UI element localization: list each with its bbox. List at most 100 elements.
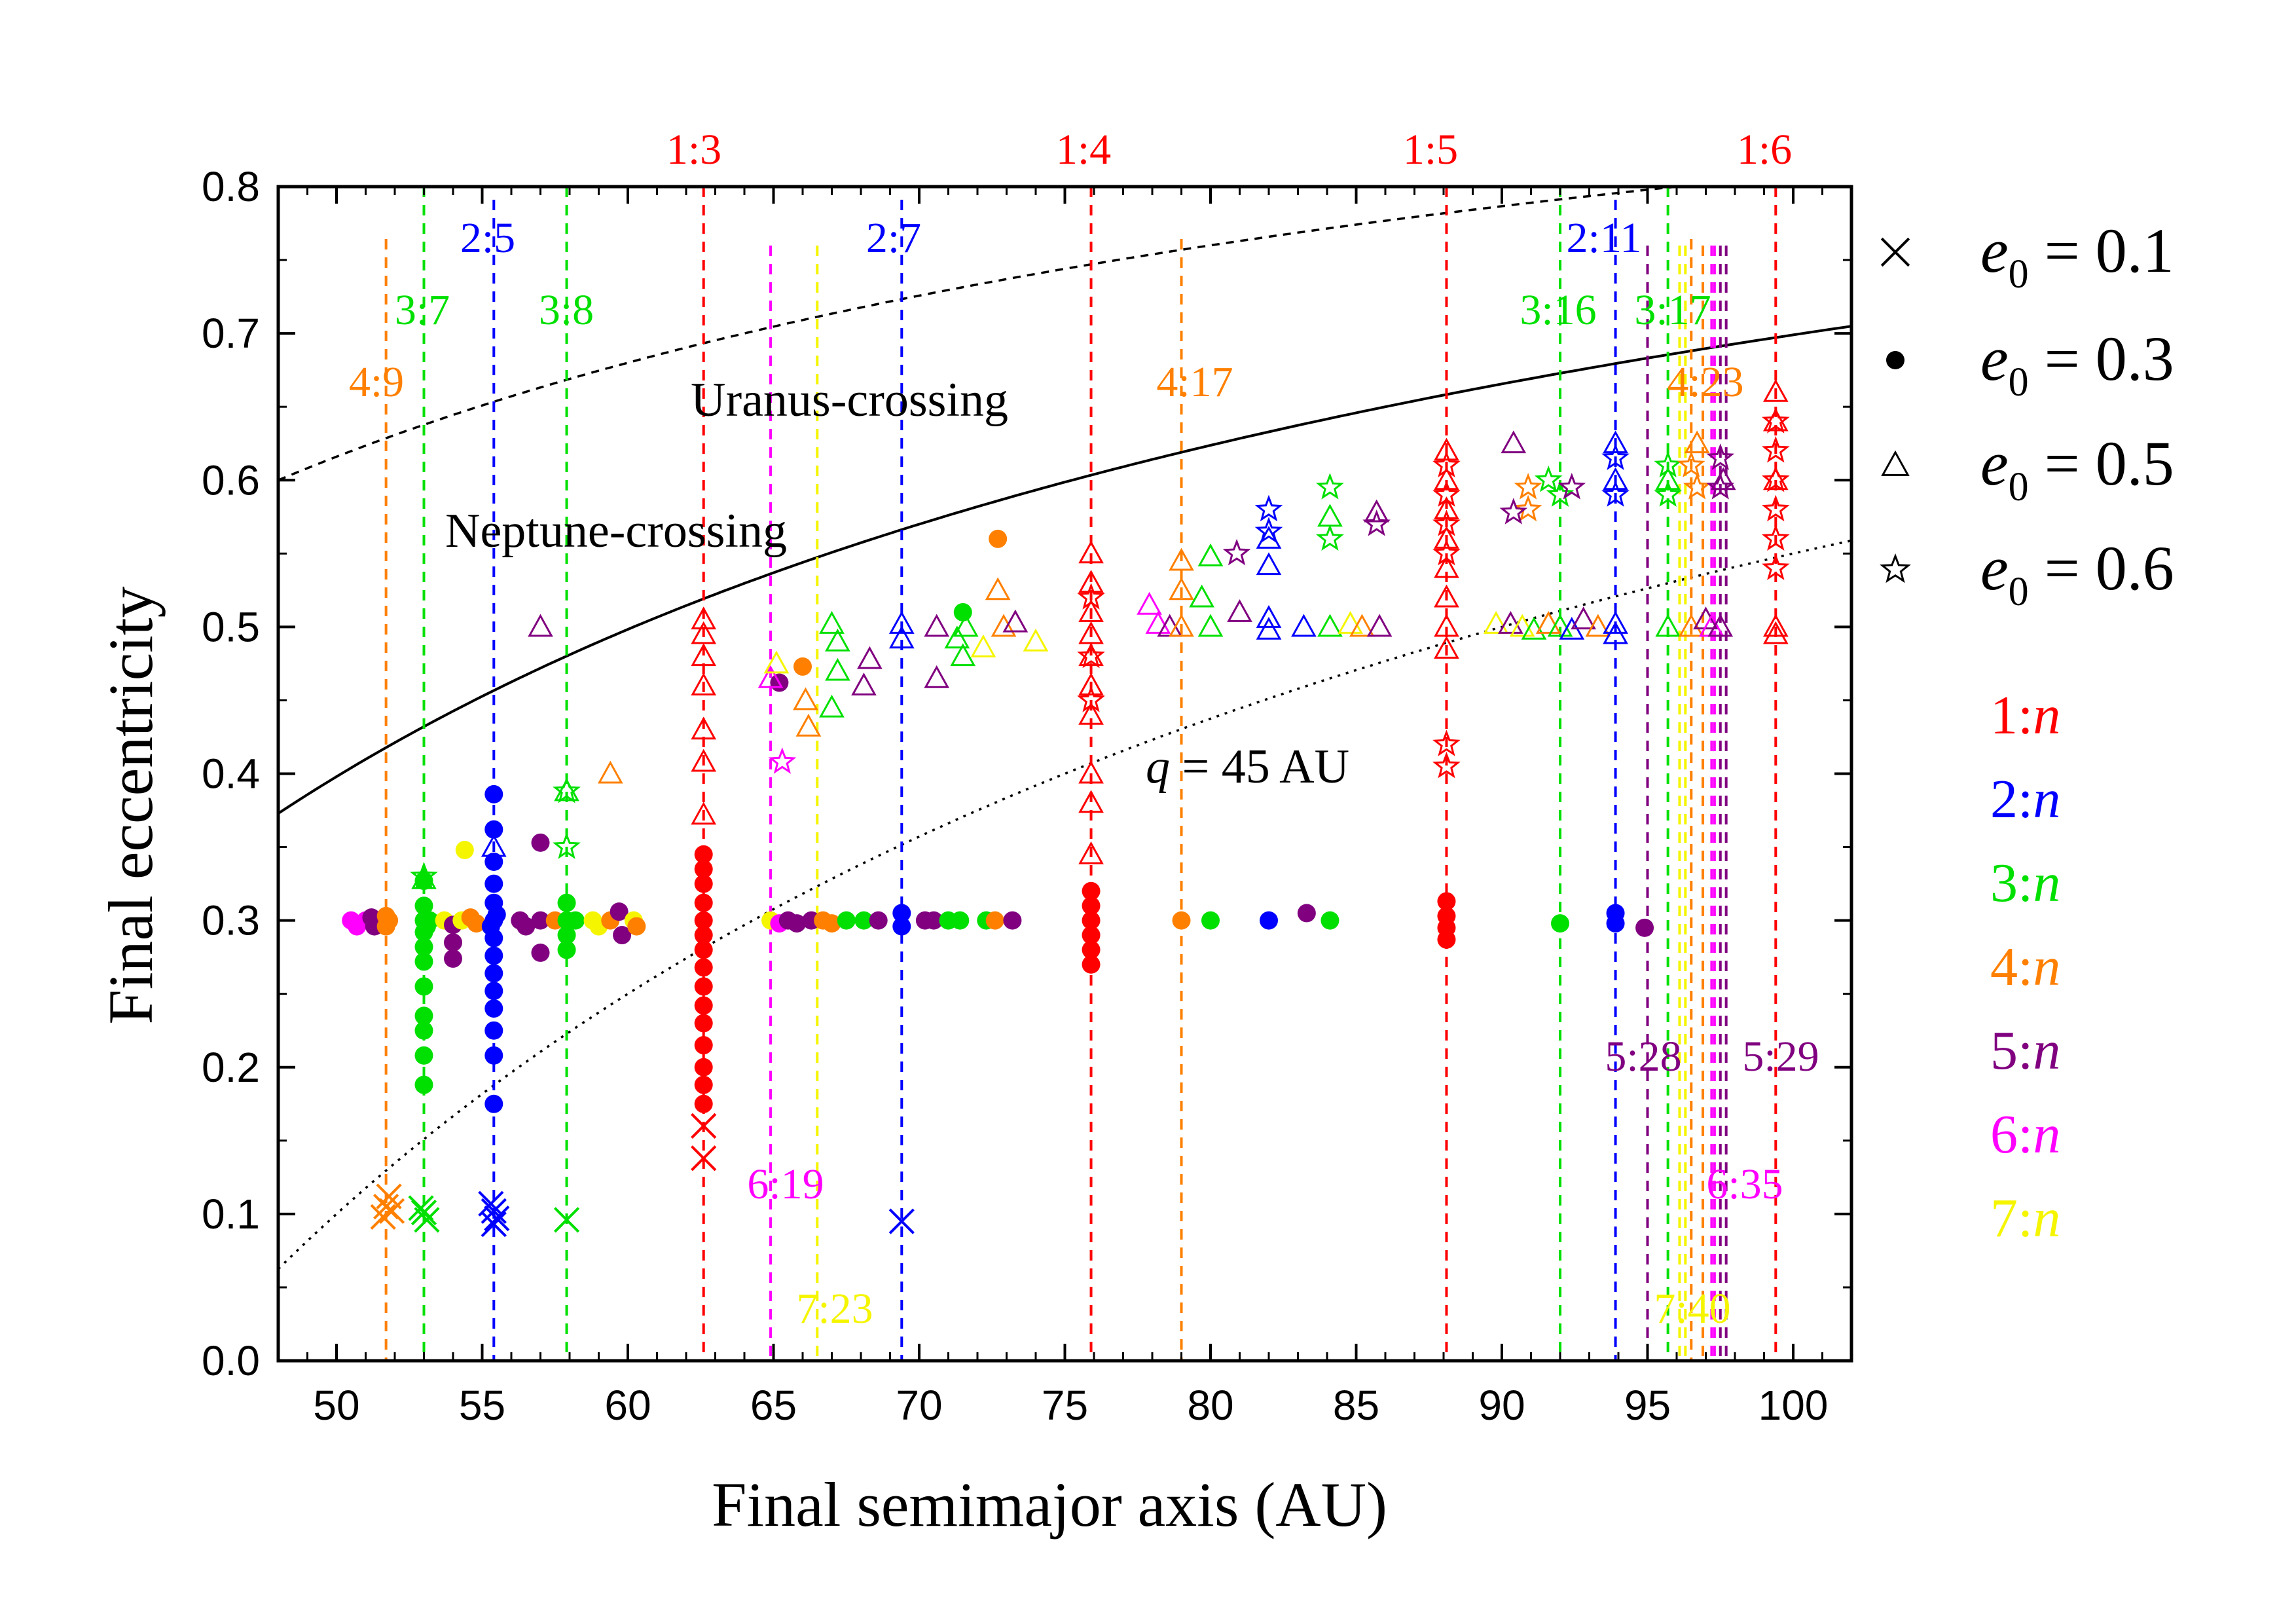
point-star xyxy=(1761,465,1790,492)
x-axis-title: Final semimajor axis (AU) xyxy=(712,1469,1387,1540)
point-dot xyxy=(484,1021,503,1040)
point-triangle xyxy=(1535,611,1561,634)
y-tick-label: 0.1 xyxy=(202,1190,260,1238)
point-dot xyxy=(484,1094,503,1113)
point-triangle xyxy=(1169,614,1194,637)
point-star xyxy=(1761,553,1790,580)
point-triangle xyxy=(1078,643,1104,667)
point-dot xyxy=(1082,911,1101,930)
point-star xyxy=(1432,509,1461,536)
x-tick-label: 50 xyxy=(313,1382,359,1429)
point-triangle xyxy=(1197,614,1224,637)
point-dot xyxy=(613,926,632,945)
legend-marker-label: e0 = 0.3 xyxy=(1980,323,2174,405)
point-dot xyxy=(484,874,503,893)
legend-family-4: 4:n xyxy=(1990,936,2060,997)
point-triangle xyxy=(1364,499,1389,523)
legend-var: e xyxy=(1980,215,2009,286)
point-triangle xyxy=(1197,543,1224,566)
point-dot xyxy=(985,911,1004,930)
point-dot xyxy=(694,911,713,930)
point-dot xyxy=(1082,926,1101,945)
point-cross xyxy=(553,1207,580,1233)
legend-family-prefix: 7: xyxy=(1990,1188,2033,1249)
legend-family-n: n xyxy=(2033,685,2060,746)
point-triangle xyxy=(1434,584,1459,608)
point-dot xyxy=(414,896,433,915)
point-triangle xyxy=(691,748,717,772)
point-triangle xyxy=(1078,570,1104,593)
legend-family-prefix: 2: xyxy=(1990,769,2033,830)
point-dot xyxy=(694,940,713,959)
resonance-label-6-35: 6:35 xyxy=(1706,1160,1783,1208)
resonance-label-1-4: 1:4 xyxy=(1056,126,1111,174)
point-triangle xyxy=(1169,547,1194,571)
point-star xyxy=(1432,729,1461,756)
point-triangle xyxy=(1655,614,1681,637)
point-triangle xyxy=(1434,437,1459,461)
legend-resonance-families: 1:n2:n3:n4:n5:n6:n7:n xyxy=(1990,685,2060,1249)
crossing-curves xyxy=(277,185,1852,1270)
point-star xyxy=(1077,641,1105,669)
point-dot xyxy=(414,937,433,956)
point-triangle xyxy=(691,716,717,740)
point-cross-stroke xyxy=(484,1205,510,1232)
point-triangle xyxy=(819,694,845,718)
point-triangle xyxy=(1762,408,1789,432)
point-star xyxy=(1654,480,1683,507)
point-triangle xyxy=(1023,628,1049,652)
resonance-label-2-7: 2:7 xyxy=(866,214,921,262)
point-dot xyxy=(1437,930,1456,949)
point-triangle xyxy=(991,614,1017,637)
curve-label-neptune: Neptune-crossing xyxy=(445,504,787,558)
point-star xyxy=(1601,480,1630,507)
point-cross-stroke xyxy=(691,1113,717,1139)
point-dot xyxy=(484,820,503,839)
point-dot xyxy=(531,833,550,852)
point-triangle xyxy=(924,614,950,637)
point-star xyxy=(410,861,438,889)
legend-marker-types: e0 = 0.1e0 = 0.3e0 = 0.5e0 = 0.6 xyxy=(1880,215,2174,614)
legend-marker-dot xyxy=(1886,351,1904,369)
point-triangle xyxy=(1317,504,1343,527)
point-triangle xyxy=(985,577,1011,600)
point-triangle xyxy=(795,713,822,737)
point-dot xyxy=(1606,914,1625,933)
point-triangle xyxy=(1317,614,1343,637)
point-dot xyxy=(1201,911,1220,930)
point-dot xyxy=(694,958,713,977)
point-dot xyxy=(837,911,856,930)
point-dot xyxy=(1003,911,1022,930)
resonance-label-2-11: 2:11 xyxy=(1567,214,1642,262)
point-cross xyxy=(378,1198,405,1225)
point-triangle xyxy=(554,778,579,802)
point-triangle xyxy=(1256,552,1282,576)
point-triangle xyxy=(691,802,717,825)
point-star xyxy=(1601,443,1630,470)
y-tick-label: 0.2 xyxy=(202,1044,260,1091)
point-triangle xyxy=(691,673,717,695)
x-tick-label: 90 xyxy=(1478,1382,1525,1429)
point-dot xyxy=(1172,911,1191,930)
legend-family-6: 6:n xyxy=(1990,1104,2060,1165)
q-value: = 45 AU xyxy=(1170,740,1349,794)
resonance-label-3-17: 3:17 xyxy=(1634,286,1711,334)
legend-marker-label: e0 = 0.1 xyxy=(1980,215,2174,297)
point-triangle xyxy=(1434,496,1459,520)
point-dot xyxy=(1082,940,1101,959)
point-triangle xyxy=(1002,609,1029,633)
point-triangle xyxy=(1585,614,1611,637)
point-triangle xyxy=(597,760,623,784)
point-dot xyxy=(484,1046,503,1065)
point-star xyxy=(1706,473,1735,500)
legend-family-7: 7:n xyxy=(1990,1188,2060,1249)
point-dot xyxy=(694,996,713,1015)
point-cross-stroke xyxy=(408,1195,434,1221)
point-dot xyxy=(1551,914,1569,933)
point-triangle xyxy=(1762,467,1789,490)
point-triangle xyxy=(1498,611,1523,634)
point-star xyxy=(1077,583,1105,610)
point-cross xyxy=(888,1208,915,1234)
resonance-label-3-8: 3:8 xyxy=(539,286,594,334)
point-dot xyxy=(892,917,911,936)
